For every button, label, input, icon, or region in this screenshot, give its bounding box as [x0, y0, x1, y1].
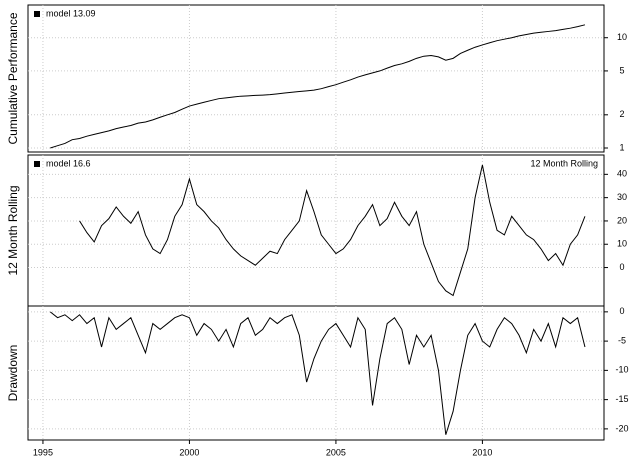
y-tick-label: 5: [619, 65, 624, 75]
data-line: [49, 311, 586, 435]
y-tick-label: 0: [619, 262, 624, 272]
x-tick-label: 1995: [33, 447, 53, 457]
x-tick-label: 2000: [179, 447, 199, 457]
y-tick-label: -5: [618, 335, 626, 345]
legend-label: model 16.6: [46, 158, 91, 168]
panel-frame: [27, 305, 605, 441]
data-line: [50, 24, 586, 149]
y-axis-label: 12 Month Rolling: [6, 185, 20, 275]
y-tick-label: -10: [615, 365, 628, 375]
panel-frame: [27, 4, 605, 153]
y-axis-label: Cumulative Performance: [6, 12, 20, 144]
legend-swatch: [34, 11, 40, 17]
data-line: [79, 164, 586, 297]
y-tick-label: 0: [619, 306, 624, 316]
y-tick-label: 10: [617, 32, 627, 42]
legend-swatch: [34, 161, 40, 167]
y-tick-label: 2: [619, 109, 624, 119]
annotation: 12 Month Rolling: [530, 158, 598, 168]
y-tick-label: 1: [619, 142, 624, 152]
y-tick-label: -15: [615, 394, 628, 404]
y-tick-label: -20: [615, 423, 628, 433]
x-tick-label: 2005: [326, 447, 346, 457]
y-tick-label: 20: [617, 215, 627, 225]
x-tick-label: 2010: [472, 447, 492, 457]
y-tick-label: 40: [617, 169, 627, 179]
y-axis-label: Drawdown: [6, 345, 20, 402]
panel-frame: [27, 154, 605, 307]
y-tick-label: 30: [617, 192, 627, 202]
legend-label: model 13.09: [46, 8, 96, 18]
y-tick-label: 10: [617, 239, 627, 249]
